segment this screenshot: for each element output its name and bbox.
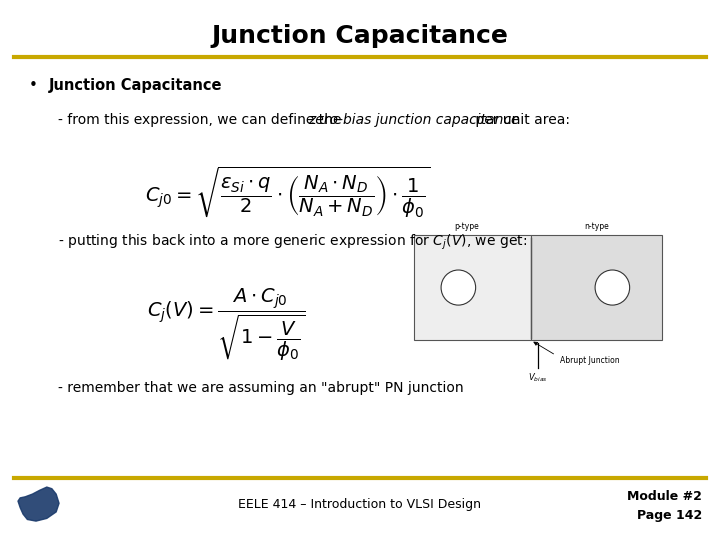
Text: n-type: n-type (584, 221, 609, 231)
Polygon shape (18, 487, 59, 521)
Ellipse shape (441, 270, 476, 305)
Text: $V_{bias}$: $V_{bias}$ (528, 372, 548, 384)
Text: per unit area:: per unit area: (471, 113, 570, 127)
Text: $C_j(V) = \dfrac{A \cdot C_{j0}}{\sqrt{1 - \dfrac{V}{\phi_0}}}$: $C_j(V) = \dfrac{A \cdot C_{j0}}{\sqrt{1… (148, 286, 306, 363)
Text: Junction Capacitance: Junction Capacitance (49, 78, 222, 93)
Text: - from this expression, we can define the: - from this expression, we can define th… (58, 113, 346, 127)
Text: - putting this back into a more generic expression for $C_j(V)$, we get:: - putting this back into a more generic … (58, 232, 526, 252)
Text: Abrupt Junction: Abrupt Junction (559, 356, 619, 366)
Text: p-type: p-type (454, 221, 479, 231)
Bar (414, 235, 531, 340)
Ellipse shape (595, 270, 630, 305)
Text: - remember that we are assuming an "abrupt" PN junction: - remember that we are assuming an "abru… (58, 381, 463, 395)
Text: $C_{j0} = \sqrt{\dfrac{\varepsilon_{Si} \cdot q}{2} \cdot \left(\dfrac{N_A \cdot: $C_{j0} = \sqrt{\dfrac{\varepsilon_{Si} … (145, 165, 431, 220)
Text: Module #2: Module #2 (627, 490, 702, 503)
Text: Page 142: Page 142 (636, 509, 702, 522)
Text: •: • (29, 78, 37, 93)
Text: EELE 414 – Introduction to VLSI Design: EELE 414 – Introduction to VLSI Design (238, 498, 482, 511)
Text: Junction Capacitance: Junction Capacitance (212, 24, 508, 48)
Text: zero-bias junction capacitance: zero-bias junction capacitance (308, 113, 520, 127)
Bar (531, 235, 662, 340)
